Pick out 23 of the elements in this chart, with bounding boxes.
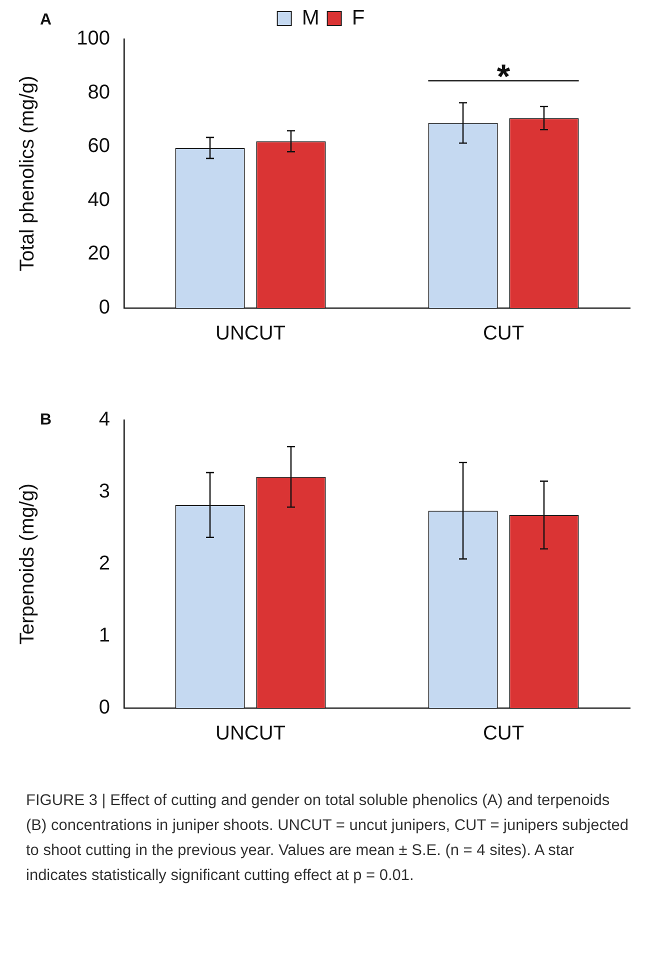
y-axis-title: Total phenolics (mg/g)	[16, 76, 39, 272]
y-tick-label: 20	[88, 242, 110, 265]
y-tick-label: 40	[88, 188, 110, 211]
y-tick-label: 80	[88, 81, 110, 104]
annotation: *	[496, 58, 511, 96]
y-tick-label: 3	[98, 480, 110, 503]
y-tick-label: 100	[76, 28, 110, 50]
x-tick-label: CUT	[482, 722, 524, 745]
y-tick-label: 1	[98, 624, 110, 647]
legend-label: F	[352, 6, 365, 30]
caption: FIGURE 3 | Effect of cutting and gender on total soluble phenolics (A) and terpenoids (B) concentrations in juniper shoots. UNCUT = uncut junipers, CUT = junipers subjected to shoot cutting in the previous year. Values are mean ± S.E. (n = 4 sites). A star indicates statistically significant cutting effect at p = 0.01.	[26, 791, 630, 886]
x-tick-label: UNCUT	[216, 722, 286, 745]
legend-label: M	[302, 6, 320, 30]
x-tick-label: UNCUT	[216, 322, 286, 345]
y-tick-label: 0	[98, 296, 110, 319]
y-tick-label: 4	[98, 408, 110, 431]
x-tick-label: CUT	[482, 322, 524, 345]
y-axis-title: Terpenoids (mg/g)	[16, 483, 39, 645]
y-tick-label: 0	[98, 696, 110, 719]
y-tick-label: 2	[98, 552, 110, 575]
chart-title: B	[40, 411, 52, 428]
chart-title: A	[40, 11, 52, 28]
y-tick-label: 60	[88, 135, 110, 158]
